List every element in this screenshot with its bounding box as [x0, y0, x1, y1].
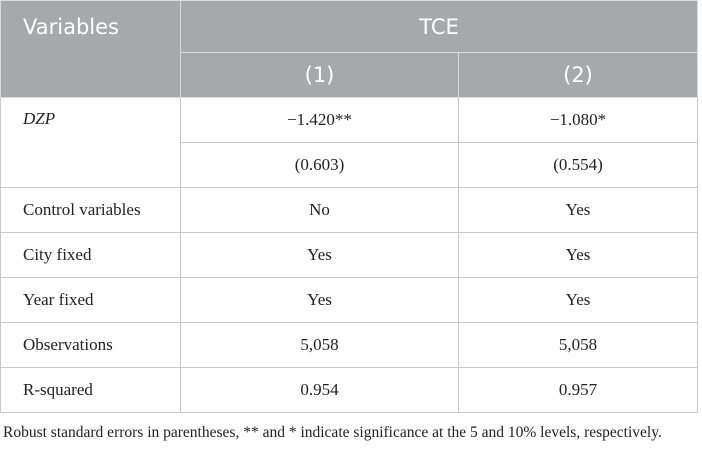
cell: No: [180, 187, 459, 233]
table-row: City fixed Yes Yes: [0, 232, 698, 278]
cell: −1.420**: [180, 97, 459, 143]
cell: Yes: [180, 277, 459, 323]
cell: Yes: [458, 277, 698, 323]
cell: Yes: [458, 187, 698, 233]
cell: Yes: [180, 232, 459, 278]
row-label: Control variables: [0, 187, 181, 233]
header-row: (1) (2): [1, 52, 698, 98]
cell: (0.554): [458, 142, 698, 188]
table-row: (0.603) (0.554): [1, 142, 698, 188]
row-label: R-squared: [0, 367, 181, 413]
table-row: Year fixed Yes Yes: [0, 277, 698, 323]
footnote: Robust standard errors in parentheses, *…: [3, 424, 662, 441]
cell: Yes: [458, 232, 698, 278]
header-cell: Variables: [0, 0, 181, 98]
row-label: DZP: [0, 97, 181, 188]
header-cell: (1): [180, 52, 459, 98]
cell: −1.080*: [458, 97, 698, 143]
cell: 5,058: [458, 322, 698, 368]
row-label: City fixed: [0, 232, 181, 278]
cell: (0.603): [180, 142, 459, 188]
row-label: Year fixed: [0, 277, 181, 323]
results-table: Variables TCE (1) (2) DZP −1.420** −1.08…: [0, 0, 698, 413]
cell: 5,058: [180, 322, 459, 368]
table-row: Observations 5,058 5,058: [0, 322, 698, 368]
table-row: Control variables No Yes: [0, 187, 698, 233]
table-row: R-squared 0.954 0.957: [0, 367, 698, 413]
row-label: Observations: [0, 322, 181, 368]
cell: 0.957: [458, 367, 698, 413]
header-cell: (2): [458, 52, 698, 98]
header-row: Variables TCE: [0, 0, 698, 98]
cell: 0.954: [180, 367, 459, 413]
header-cell: TCE: [180, 0, 698, 53]
table-row: DZP −1.420** −1.080*: [0, 97, 698, 188]
